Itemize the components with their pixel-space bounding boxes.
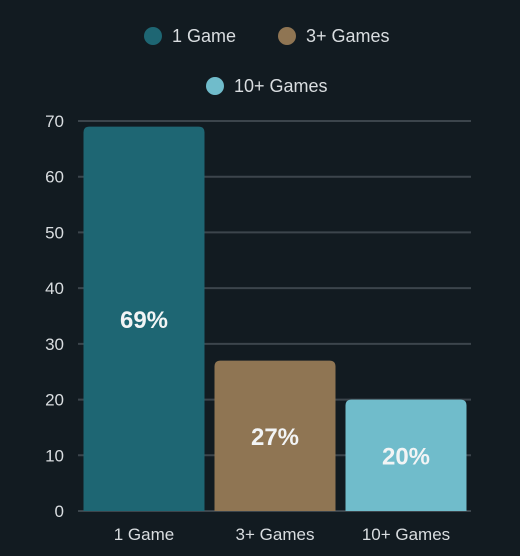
x-tick-label: 1 Game xyxy=(114,525,174,544)
bar-value-label: 69% xyxy=(120,307,168,334)
legend-swatch xyxy=(206,77,224,95)
y-tick-label: 20 xyxy=(45,391,64,410)
legend-label: 10+ Games xyxy=(234,76,328,96)
bars xyxy=(83,126,467,512)
y-tick-label: 0 xyxy=(55,502,64,521)
y-tick-label: 30 xyxy=(45,335,64,354)
y-axis-ticks: 0 10 20 30 40 50 60 70 xyxy=(45,112,64,521)
legend: 1 Game 3+ Games 10+ Games xyxy=(144,26,390,96)
y-tick-label: 50 xyxy=(45,223,64,242)
y-tick-label: 70 xyxy=(45,112,64,131)
y-tick-label: 60 xyxy=(45,168,64,187)
x-axis-ticks: 1 Game 3+ Games 10+ Games xyxy=(114,525,450,544)
legend-swatch xyxy=(144,27,162,45)
bar-value-label: 27% xyxy=(251,424,299,451)
legend-item[interactable]: 1 Game xyxy=(144,26,236,46)
x-tick-label: 10+ Games xyxy=(362,525,450,544)
x-tick-label: 3+ Games xyxy=(236,525,315,544)
bar-value-label: 20% xyxy=(382,443,430,470)
bar-3[interactable] xyxy=(345,399,467,511)
bar-2[interactable] xyxy=(214,360,336,511)
y-tick-label: 10 xyxy=(45,446,64,465)
legend-swatch xyxy=(278,27,296,45)
y-tick-label: 40 xyxy=(45,279,64,298)
bar-1[interactable] xyxy=(83,126,205,512)
legend-item[interactable]: 10+ Games xyxy=(206,76,328,96)
data-labels: 69% 27% 20% xyxy=(120,307,430,471)
legend-label: 1 Game xyxy=(172,26,236,46)
legend-item[interactable]: 3+ Games xyxy=(278,26,390,46)
legend-label: 3+ Games xyxy=(306,26,390,46)
